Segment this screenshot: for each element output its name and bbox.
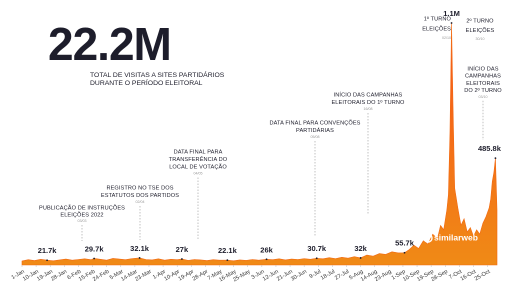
chart-title: 22.2M: [48, 18, 171, 70]
point-marker: [403, 251, 406, 254]
annotation-text: 2º TURNO: [466, 17, 494, 24]
chart-subtitle: TOTAL DE VISITAS A SITES PARTIDÁRIOS: [90, 70, 225, 79]
annotation-text: ELEIÇÕES: [422, 25, 451, 32]
value-label: 22.1k: [218, 246, 238, 255]
annotation-text: ESTATUTOS DOS PARTIDOS: [101, 193, 179, 199]
annotation-text: CAMPANHAS: [465, 74, 501, 80]
annotation-text: PARTIDÁRIAS: [296, 127, 334, 134]
annotation-date: 30/10: [476, 37, 485, 41]
annotation-text: INÍCIO DAS: [467, 65, 498, 72]
x-tick-label: 25-Oct: [474, 269, 492, 283]
annotation-date: 02/04: [136, 200, 145, 204]
annotation-date: 04/05: [194, 171, 203, 175]
x-tick-label: 23-Mar: [134, 269, 152, 283]
annotation-text: LOCAL DE VOTAÇÃO: [169, 163, 227, 170]
annotation-text: ELEITORAIS DO 1º TURNO: [331, 99, 405, 106]
annotation-date: 03/03: [78, 219, 87, 223]
annotation-date: 05/08: [311, 135, 320, 139]
value-label: 1.1M: [443, 9, 460, 18]
annotation-date: 02/10: [442, 36, 451, 40]
point-marker: [46, 259, 48, 262]
value-label: 27k: [176, 245, 189, 254]
area: [21, 22, 498, 266]
annotation-text: TRANSFERÊNCIA DO: [169, 155, 228, 163]
value-label: 26k: [260, 245, 273, 254]
x-tick-label: 18-Jul: [320, 269, 336, 282]
annotation-text: REGISTRO NO TSE DOS: [106, 185, 173, 191]
annotation-date: 03/10: [479, 95, 488, 99]
logo-icon: [423, 233, 433, 243]
value-label: 32k: [354, 244, 367, 253]
value-label: 55.7k: [395, 239, 415, 248]
point-marker: [181, 258, 183, 260]
annotation-text: PUBLICAÇÃO DE INSTRUÇÕES: [39, 204, 125, 211]
point-marker: [265, 258, 268, 261]
annotation-text: DO 2º TURNO: [464, 87, 502, 94]
point-marker: [315, 257, 318, 260]
logo: similarweb: [434, 232, 478, 242]
value-label: 29.7k: [85, 244, 105, 253]
value-label: 30.7k: [307, 244, 327, 253]
x-tick-label: 30-Jun: [290, 269, 308, 283]
annotation-text: DATA FINAL PARA CONVENÇÕES: [270, 119, 361, 126]
annotation-text: ELEIÇÕES 2022: [60, 211, 103, 218]
value-label: 32.1k: [130, 244, 150, 253]
annotation-date: 16/08: [364, 107, 373, 111]
x-tick-label: 28-Sep: [430, 269, 449, 283]
chart-subtitle: DURANTE O PERÍODO ELEITORAL: [90, 78, 203, 87]
annotation-text: ELEIÇÕES: [466, 27, 495, 34]
value-label: 485.8k: [478, 144, 502, 153]
annotation-text: DATA FINAL PARA: [174, 149, 223, 155]
annotation-text: INÍCIO DAS CAMPANHAS: [334, 91, 403, 98]
point-marker: [359, 257, 362, 259]
annotation-text: 1º TURNO: [424, 15, 452, 22]
point-marker: [138, 257, 141, 259]
value-label: 21.7k: [38, 246, 58, 255]
annotation-text: ELEITORAIS: [466, 81, 500, 87]
point-marker: [93, 257, 96, 260]
x-tick-label: 9-Jul: [309, 269, 323, 280]
x-tick-label: 27-Jul: [334, 269, 350, 282]
point-marker: [226, 259, 229, 262]
point-marker: [450, 22, 453, 24]
point-marker: [494, 157, 497, 160]
